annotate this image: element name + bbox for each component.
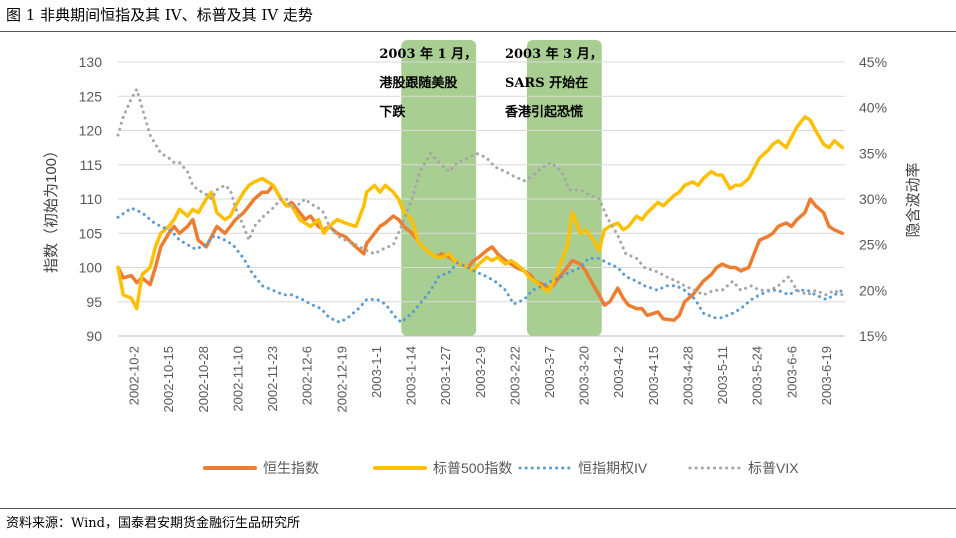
x-tick-label: 2002-10-2 (127, 346, 142, 405)
legend-label-4: 标普VIX (748, 460, 799, 476)
series-line-1 (116, 183, 845, 322)
x-tick-label: 2002-11-23 (265, 346, 280, 412)
legend-label-1: 恒生指数 (263, 460, 319, 476)
x-tick-label: 2002-11-10 (230, 346, 245, 412)
y-axis-left-label: 指数（初始为100） (43, 143, 60, 273)
annotation-2-line-1: 2003 年 3 月， (505, 46, 603, 62)
legend-label-3: 恒指期权IV (578, 460, 648, 476)
y-right-tick-label: 35% (859, 145, 887, 161)
y-left-tick-label: 90 (86, 328, 102, 344)
annotation-2-line-2: SARS 开始在 (505, 75, 588, 91)
legend-label-2: 标普500指数 (433, 460, 512, 476)
series-line-3 (116, 206, 844, 324)
x-tick-label: 2002-12-6 (300, 346, 315, 405)
series-line-4 (116, 87, 844, 297)
gridlines (118, 61, 845, 337)
y-left-tick-label: 115 (80, 157, 103, 173)
x-tick-label: 2003-4-28 (680, 346, 695, 405)
x-tick-label: 2002-12-19 (334, 346, 349, 413)
bottom-rule (0, 508, 956, 509)
x-tick-label: 2003-4-15 (646, 346, 661, 405)
top-rule (0, 31, 956, 32)
x-tick-label: 2003-2-9 (473, 346, 488, 398)
legend: 恒生指数 标普500指数 恒指期权IV 标普VIX (203, 460, 799, 476)
x-tick-label: 2003-6-6 (784, 346, 799, 398)
shaded-period-2 (526, 40, 602, 336)
x-tick-label: 2003-2-22 (507, 346, 522, 405)
x-tick-label: 2002-10-15 (161, 346, 176, 413)
source-note: 资料来源：Wind，国泰君安期货金融衍生品研究所 (6, 516, 300, 531)
x-tick-label: 2003-4-2 (611, 346, 626, 398)
x-tick-label: 2003-3-20 (577, 346, 592, 405)
annotation-1-line-2: 港股跟随美股 (379, 75, 457, 91)
x-tick-label: 2003-1-27 (438, 346, 453, 405)
y-right-tick-label: 45% (859, 54, 887, 70)
series-lines (116, 87, 845, 324)
y-left-tick-label: 130 (79, 54, 103, 70)
annotation-1-line-3: 下跌 (379, 104, 406, 120)
x-tick-label: 2003-5-11 (715, 346, 730, 404)
x-tick-label: 2002-10-28 (196, 346, 211, 413)
series-line-2 (116, 115, 845, 311)
y-right-tick-label: 20% (859, 282, 887, 298)
y-left-tick-label: 125 (79, 88, 103, 104)
y-right-tick-label: 15% (859, 328, 887, 344)
y-left-tick-label: 100 (79, 260, 103, 276)
x-tick-label: 2003-3-7 (542, 346, 557, 398)
annotation-1-line-1: 2003 年 1 月， (379, 46, 477, 62)
y-right-tick-label: 25% (859, 237, 887, 253)
x-tick-label: 2003-5-24 (750, 346, 765, 405)
axes: 90 95 100 105 110 115 120 125 130 15% 20% 25% 30% 35%… (79, 54, 887, 413)
figure-title: 图 1 非典期间恒指及其 IV、标普及其 IV 走势 (6, 6, 313, 24)
x-tick-label: 2003-1-14 (404, 346, 419, 405)
x-tick-label: 2003-1-1 (369, 346, 384, 398)
y-left-tick-label: 105 (79, 225, 103, 241)
y-axis-right-label: 隐含波动率 (905, 162, 922, 237)
annotation-2-line-3: 香港引起恐慌 (504, 104, 583, 120)
x-tick-label: 2003-6-19 (819, 346, 834, 405)
y-left-tick-label: 95 (86, 294, 102, 310)
y-right-tick-label: 30% (859, 191, 887, 207)
y-right-tick-label: 40% (859, 100, 887, 116)
y-left-tick-label: 110 (80, 191, 103, 207)
y-left-tick-label: 120 (79, 123, 103, 139)
